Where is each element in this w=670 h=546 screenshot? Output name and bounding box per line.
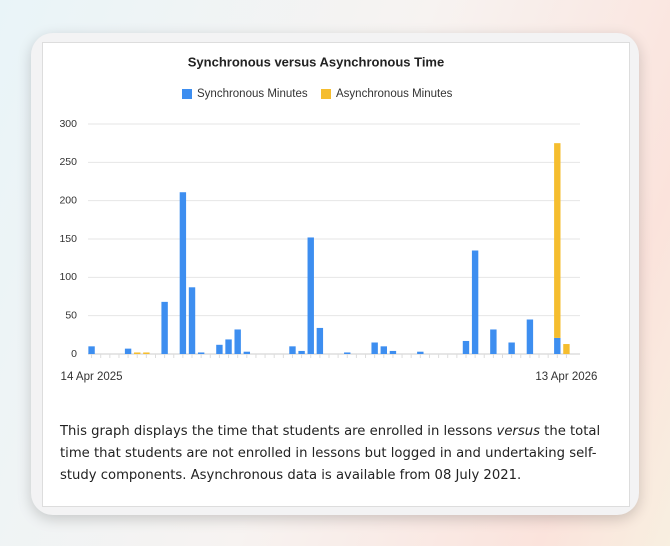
text: versus (496, 424, 540, 439)
bar (134, 352, 141, 354)
legend-swatch (182, 89, 192, 99)
bar (179, 192, 187, 354)
bar (124, 348, 132, 354)
bar (554, 337, 561, 354)
bar (307, 237, 314, 354)
bar (88, 346, 95, 354)
bar (161, 301, 168, 354)
y-tick-label: 50 (65, 309, 77, 321)
bar (298, 350, 305, 354)
bar (554, 143, 561, 338)
bar (563, 344, 570, 354)
x-tick-label: 13 Apr 2026 (535, 371, 597, 383)
y-tick-label: 150 (59, 233, 77, 245)
bar (225, 339, 232, 354)
bar (471, 250, 479, 354)
bar (234, 329, 241, 354)
panel: This graph displays the time that studen… (42, 42, 630, 507)
bar (490, 329, 497, 354)
chart: Synchronous versus Asynchronous Time 0 50… (59, 54, 597, 383)
y-tick-label: 100 (59, 271, 77, 283)
bar (197, 352, 205, 354)
legend-label: Synchronous Minutes (197, 88, 308, 100)
bar (188, 287, 196, 354)
bar (289, 346, 296, 354)
text: the total time that students are not enr… (60, 424, 601, 483)
legend-label: Asynchronous Minutes (336, 88, 453, 100)
bar (380, 346, 387, 354)
x-tick-label: 14 Apr 2025 (61, 371, 123, 383)
bar (243, 351, 251, 354)
bar (508, 342, 515, 354)
legend-swatch (321, 89, 331, 99)
bar (344, 352, 351, 354)
y-tick-label: 200 (59, 194, 77, 206)
chart-title: Synchronous versus Asynchronous Time (188, 54, 444, 69)
description: This graph displays the time that studen… (60, 421, 605, 487)
card: This graph displays the time that studen… (31, 33, 639, 515)
bar (417, 351, 424, 354)
y-tick-label: 250 (59, 156, 77, 168)
bar (316, 327, 324, 354)
y-tick-label: 300 (59, 118, 77, 130)
bar (216, 344, 223, 354)
y-tick-label: 0 (71, 348, 77, 360)
text: This graph displays the time that studen… (60, 424, 497, 439)
bar (371, 342, 378, 354)
bar (526, 319, 534, 354)
bar (462, 340, 470, 354)
bar (143, 352, 150, 354)
bar (389, 350, 397, 354)
